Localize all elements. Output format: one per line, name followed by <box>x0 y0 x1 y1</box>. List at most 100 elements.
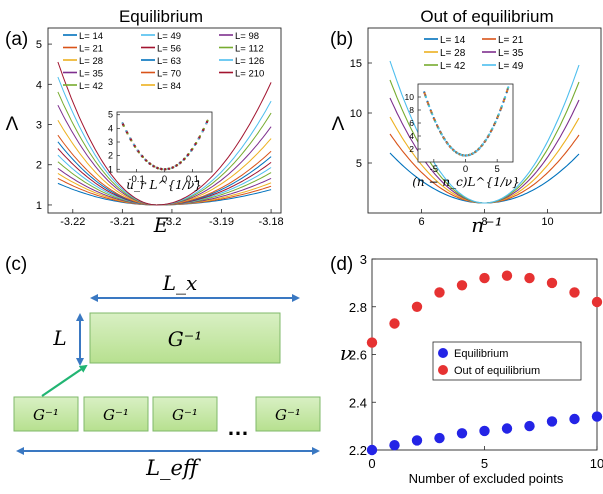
panel-b-title: Out of equilibrium <box>420 7 553 26</box>
inset-x-tick-label: 0 <box>463 164 468 175</box>
inset-point <box>466 154 469 157</box>
inset-point <box>450 146 453 149</box>
inset-point <box>194 142 197 146</box>
x-tick-label: 5 <box>481 456 488 471</box>
panel-d-tag: (d) <box>330 254 353 275</box>
legend-label: L= 126 <box>235 56 264 67</box>
legend-label: L= 21 <box>498 35 524 46</box>
legend-label: L= 35 <box>79 69 103 80</box>
panel-c-schematic: (c) L_x L G⁻¹ G⁻¹ G⁻¹ G⁻¹ G⁻¹ … L_eff <box>5 254 321 480</box>
panel-d-xlabel: Number of excluded points <box>409 471 564 486</box>
legend-label: L= 84 <box>157 81 181 92</box>
legend-label: L= 14 <box>79 31 103 42</box>
x-tick-label: 8 <box>481 216 487 228</box>
data-point <box>501 423 513 434</box>
inset-point <box>494 120 497 123</box>
data-point <box>456 280 468 291</box>
inset-point <box>488 133 491 136</box>
inset-point <box>171 166 174 169</box>
panel-b-ylabel: Λ <box>332 114 345 135</box>
x-tick-label: 0 <box>368 456 375 471</box>
inset-point <box>491 127 494 130</box>
inset-point <box>478 146 481 149</box>
inset-point <box>148 162 151 165</box>
data-point <box>411 301 423 312</box>
inset-point <box>434 120 437 123</box>
data-point <box>524 272 535 284</box>
panel-a-xlabel: E <box>153 213 169 237</box>
inset-y-tick-label: 2 <box>409 144 414 154</box>
series-line <box>57 61 272 206</box>
y-tick-label: 15 <box>350 58 362 70</box>
inset-point <box>164 168 167 171</box>
legend-label: L= 49 <box>157 31 181 42</box>
inset-y-tick-label: 2 <box>108 151 113 161</box>
data-point <box>569 413 580 425</box>
inset-point <box>179 161 182 164</box>
inset-point <box>453 149 456 152</box>
inset-point <box>485 138 488 141</box>
data-point <box>479 425 490 437</box>
panel-b-inset <box>417 83 514 163</box>
inset-point <box>504 96 507 99</box>
panel-b-inset-xlabel: (n − n_c)L^{1/ν} <box>412 175 520 189</box>
inset-point <box>424 96 427 99</box>
legend-label: Equilibrium <box>454 348 508 360</box>
x-tick-label: 6 <box>418 216 424 228</box>
g-inverse-small-block <box>13 396 79 432</box>
panel-d-ylabel: ν <box>340 341 352 365</box>
inset-x-tick-label: 5 <box>495 164 500 175</box>
legend-marker <box>438 348 448 358</box>
l-label: L <box>52 326 66 350</box>
inset-point <box>122 123 125 126</box>
inset-point <box>175 164 178 167</box>
legend-label: L= 98 <box>235 31 259 42</box>
panel-d-legend: Equilibrium Out of equilibrium <box>432 341 582 381</box>
legend-label: L= 28 <box>79 56 103 67</box>
data-point <box>434 432 445 444</box>
inset-y-tick-label: 3 <box>108 137 113 147</box>
y-tick-label: 3 <box>360 252 367 267</box>
data-point <box>389 440 400 451</box>
g-inverse-small-label: G⁻¹ <box>33 406 59 424</box>
legend-box <box>432 341 582 381</box>
data-point <box>591 296 603 308</box>
data-point <box>524 420 535 432</box>
inset-point <box>497 113 500 116</box>
y-tick-label: 5 <box>356 158 362 170</box>
inset-point <box>507 86 510 89</box>
inset-point <box>456 152 459 155</box>
data-point <box>479 272 490 284</box>
g-inverse-small-block <box>83 396 149 432</box>
y-tick-label: 2.8 <box>349 300 367 315</box>
legend-label: L= 42 <box>79 81 103 92</box>
inset-point <box>141 155 144 158</box>
inset-point <box>190 148 193 151</box>
x-tick-label: 10 <box>590 456 603 471</box>
inset-point <box>125 131 129 134</box>
inset-point <box>156 166 159 170</box>
x-tick-label: 10 <box>541 216 553 228</box>
inset-point <box>447 143 450 146</box>
panel-d: (d) ν Number of excluded points 0 5 10 2.2 2… <box>330 252 603 486</box>
inset-x-tick-label: 0 <box>162 174 167 185</box>
inset-point <box>202 129 205 132</box>
data-point <box>569 287 580 298</box>
y-tick-label: 2 <box>36 160 42 172</box>
y-tick-label: 2.6 <box>349 348 367 363</box>
inset-point <box>133 144 136 147</box>
inset-point <box>144 159 148 162</box>
inset-point <box>205 120 209 124</box>
panel-a: (a) Equilibrium Λ E -3.22 -3.21 -3.2 -3.19 -… <box>5 7 284 237</box>
inset-point <box>440 133 443 136</box>
g-inverse-small-label: G⁻¹ <box>172 406 198 424</box>
data-point <box>546 277 558 289</box>
panel-b: (b) Out of equilibrium Λ n⁻¹ 6 8 10 5 10 15 L… <box>330 7 602 237</box>
panel-a-legend: L= 14 L= 21L= 28 L= 35L= 42 L= 49 L= 56L= 63… <box>63 31 264 92</box>
panel-b-legend: L= 14 L= 21 L= 28 L= 35 L= 42 L= 49 <box>424 35 524 72</box>
x-tick-label: -3.2 <box>162 216 181 228</box>
ellipsis: … <box>227 415 249 440</box>
g-inverse-small-label: G⁻¹ <box>103 406 129 424</box>
inset-point <box>481 143 484 146</box>
